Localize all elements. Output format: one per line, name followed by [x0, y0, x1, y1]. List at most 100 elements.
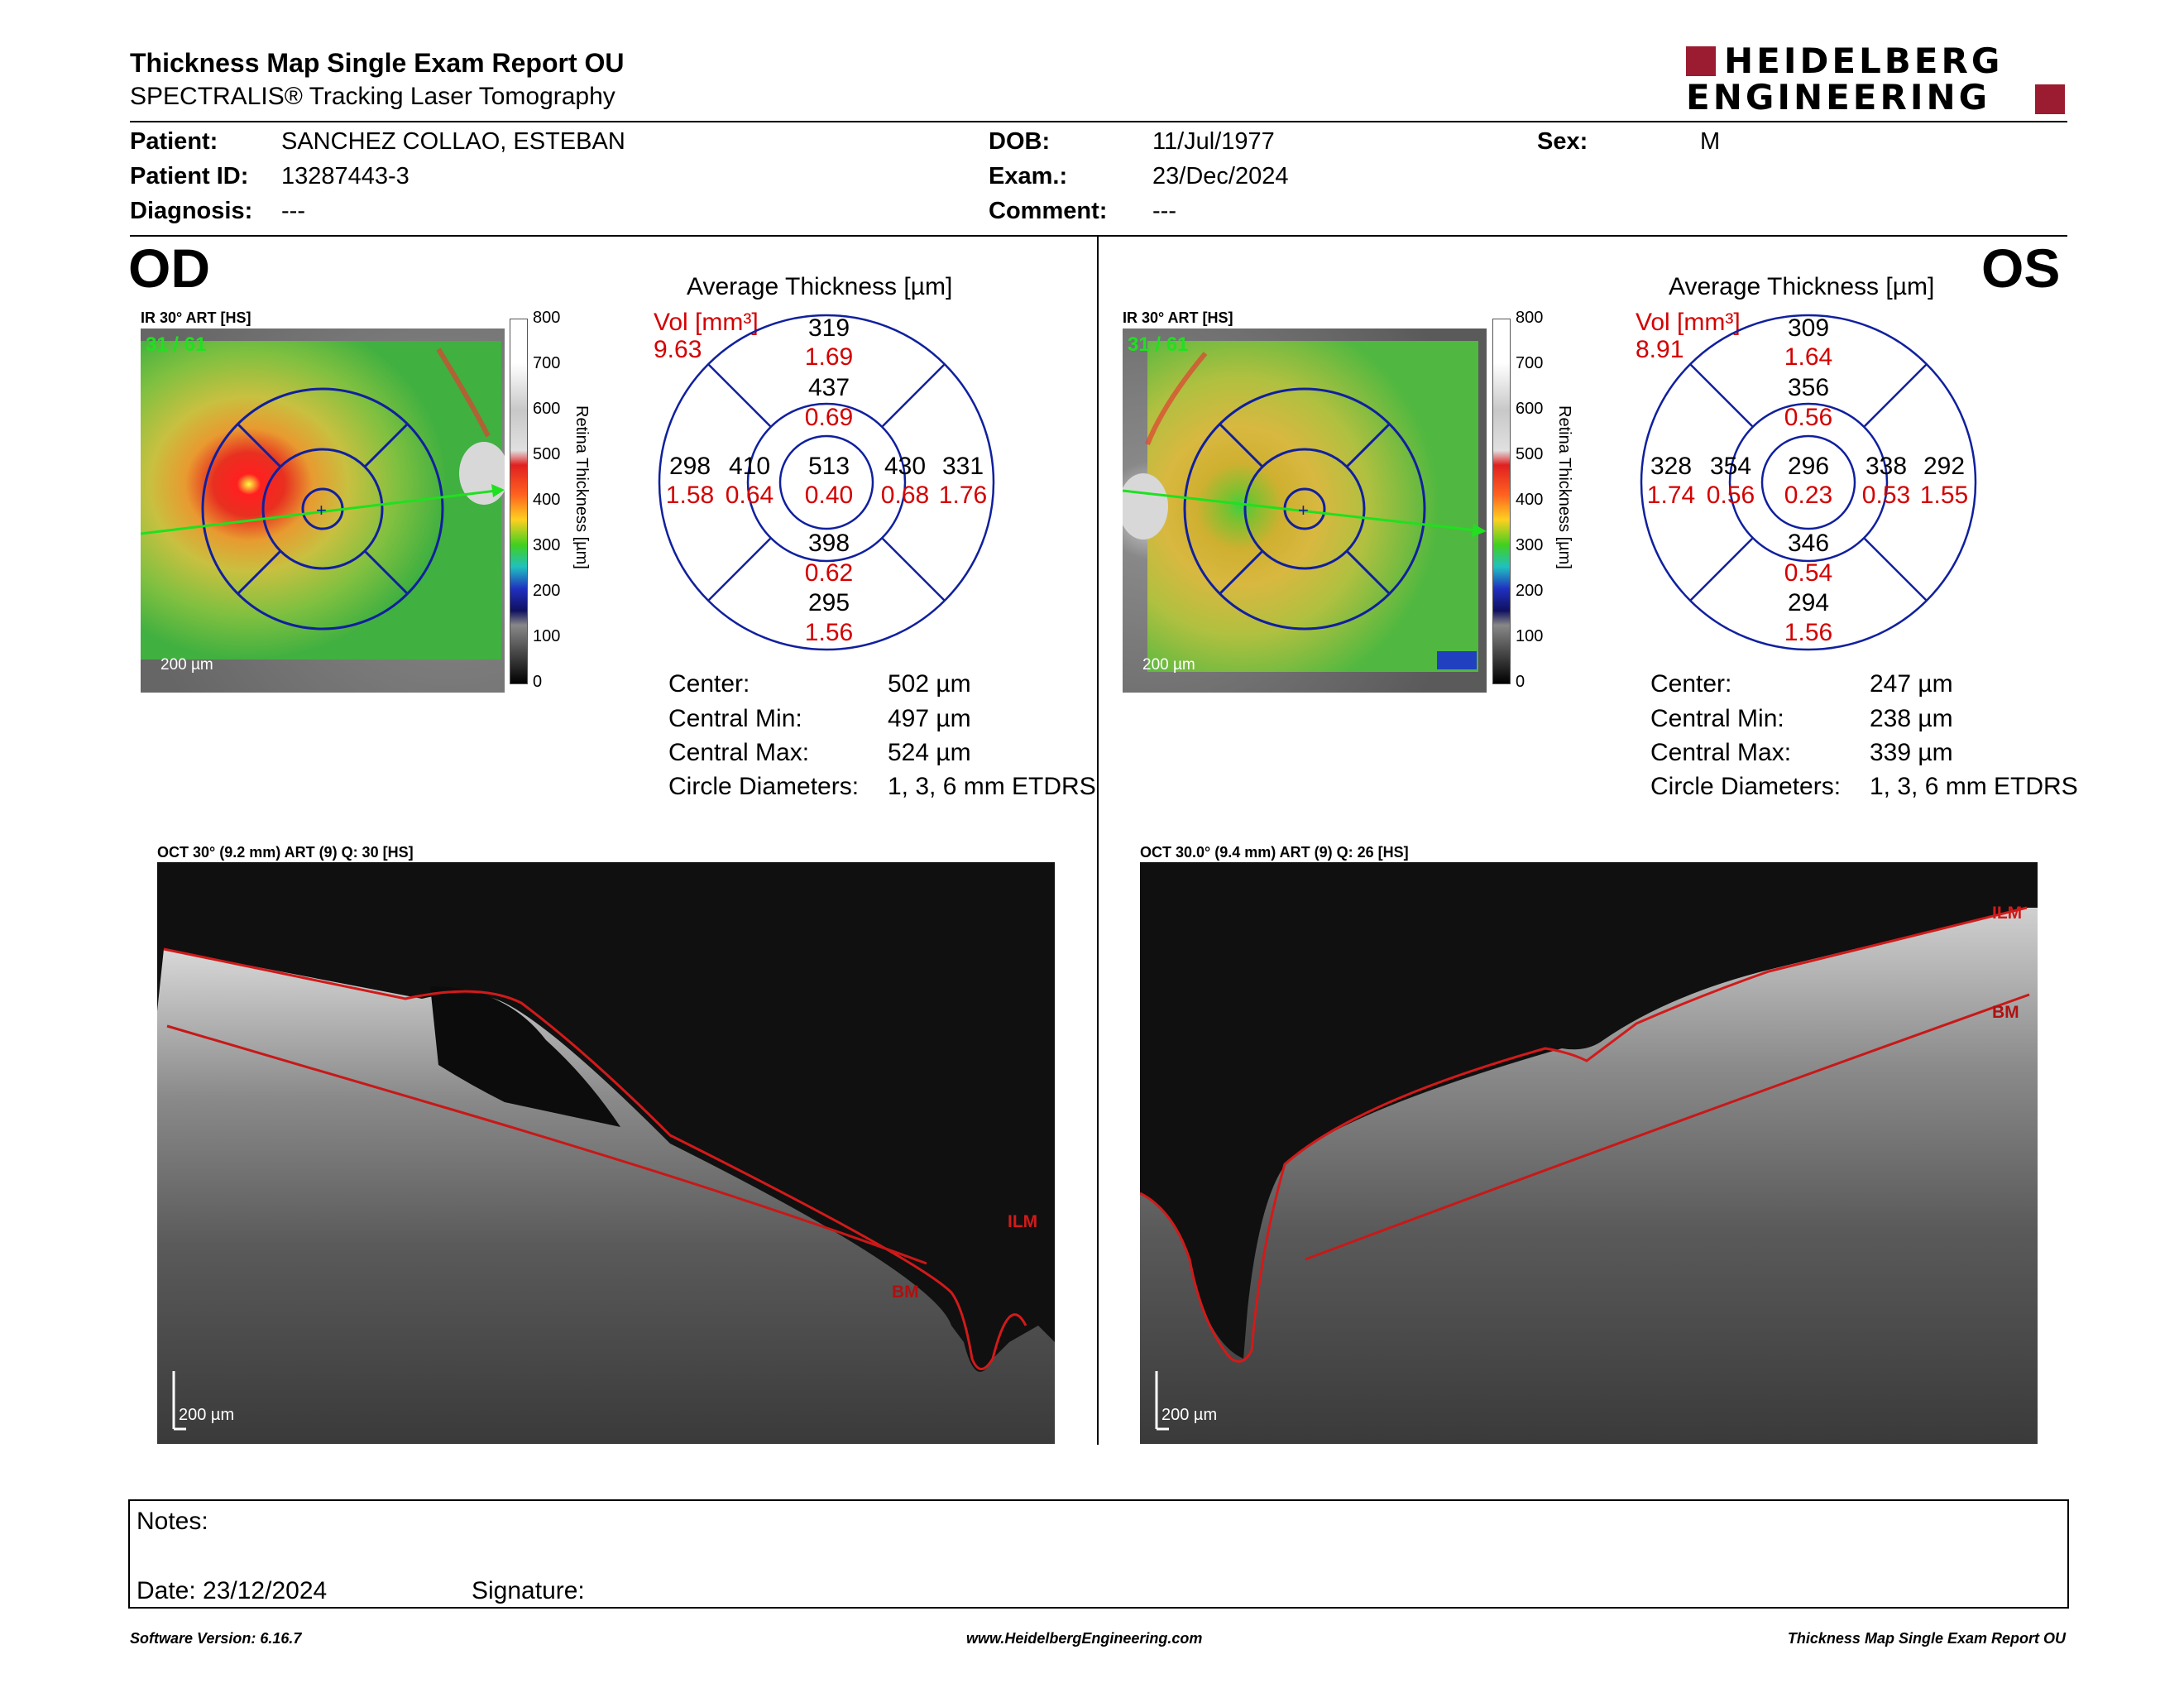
od-cmin-value: 497 µm — [888, 705, 971, 732]
os-oct-caption: OCT 30.0° (9.4 mm) ART (9) Q: 26 [HS] — [1140, 844, 1409, 861]
patient-id-label: Patient ID: — [130, 163, 249, 189]
od-tick-0: 0 — [533, 673, 543, 691]
os-tick-700: 700 — [1516, 354, 1544, 372]
os-oct-scan: 200 µm ILM BM — [1140, 862, 2038, 1444]
od-inner-right-volume: 0.68 — [880, 482, 930, 509]
od-inner-sup-thickness: 437 — [807, 374, 850, 401]
logo-square-top — [1686, 46, 1716, 76]
eye-divider — [1097, 237, 1099, 1445]
os-outer-sup-thickness: 309 — [1787, 314, 1830, 342]
os-tick-600: 600 — [1516, 400, 1544, 418]
od-tick-100: 100 — [533, 627, 561, 645]
os-tick-800: 800 — [1516, 309, 1544, 327]
od-tick-600: 600 — [533, 400, 561, 418]
os-diam-value: 1, 3, 6 mm ETDRS — [1870, 773, 2078, 800]
od-cmax-value: 524 µm — [888, 739, 971, 766]
report-subtitle: SPECTRALIS® Tracking Laser Tomography — [130, 83, 615, 110]
patient-id-value: 13287443-3 — [281, 163, 410, 189]
footer-report-name: Thickness Map Single Exam Report OU — [1787, 1630, 2066, 1647]
od-tick-300: 300 — [533, 536, 561, 554]
od-tick-800: 800 — [533, 309, 561, 327]
od-inner-sup-volume: 0.69 — [804, 404, 854, 431]
os-tick-200: 200 — [1516, 582, 1544, 600]
os-inner-inf-thickness: 346 — [1787, 530, 1830, 557]
os-cmax-label: Central Max: — [1650, 739, 1792, 766]
os-bm-label: BM — [1992, 1003, 2019, 1022]
svg-text:+: + — [316, 500, 327, 520]
od-etdrs-grid — [657, 313, 996, 652]
od-bm-label: BM — [892, 1283, 919, 1302]
od-oct-caption: OCT 30° (9.2 mm) ART (9) Q: 30 [HS] — [157, 844, 414, 861]
od-center-thickness: 513 — [807, 453, 850, 480]
od-map-scale: 200 µm — [160, 656, 213, 674]
os-frame-counter: 31 / 61 — [1128, 333, 1189, 356]
logo-square-bottom — [2035, 84, 2065, 114]
od-vol-value: 9.63 — [654, 336, 702, 363]
os-inner-sup-volume: 0.56 — [1784, 404, 1833, 431]
os-inner-right-thickness: 338 — [1865, 453, 1908, 480]
od-cmax-label: Central Max: — [668, 739, 810, 766]
od-outer-inf-thickness: 295 — [807, 589, 850, 616]
od-inner-left-thickness: 410 — [728, 453, 771, 480]
heidelberg-logo: HEIDELBERG ENGINEERING — [1686, 43, 2067, 117]
od-eye-label: OD — [128, 237, 210, 299]
os-vol-value: 8.91 — [1636, 336, 1684, 363]
od-colorbar: 800 700 600 500 400 300 200 100 0 Retina… — [506, 309, 597, 691]
patient-rule — [130, 235, 2067, 237]
os-diam-label: Circle Diameters: — [1650, 773, 1842, 800]
os-tick-0: 0 — [1516, 673, 1525, 691]
report-title: Thickness Map Single Exam Report OU — [130, 48, 625, 78]
notes-label: Notes: — [136, 1508, 208, 1535]
od-inner-left-volume: 0.64 — [725, 482, 774, 509]
os-oct-scale: 200 µm — [1161, 1406, 1218, 1424]
od-ir-caption: IR 30° ART [HS] — [141, 309, 251, 326]
od-outer-left-thickness: 298 — [668, 453, 711, 480]
os-vol-label: Vol [mm³] — [1636, 309, 1741, 336]
os-colorbar-label: Retina Thickness [µm] — [1555, 405, 1573, 569]
os-ilm-label: ILM — [1992, 904, 2023, 923]
os-center-thickness: 296 — [1787, 453, 1830, 480]
footer-website[interactable]: www.HeidelbergEngineering.com — [966, 1630, 1203, 1647]
od-avg-title: Average Thickness [µm] — [687, 273, 953, 300]
footer-software-version: Software Version: 6.16.7 — [130, 1630, 302, 1647]
os-map-scale: 200 µm — [1142, 656, 1195, 674]
diagnosis-label: Diagnosis: — [130, 198, 253, 224]
os-inner-left-thickness: 354 — [1709, 453, 1752, 480]
od-diam-label: Circle Diameters: — [668, 773, 860, 800]
od-outer-right-volume: 1.76 — [938, 482, 988, 509]
os-outer-right-thickness: 292 — [1923, 453, 1966, 480]
od-oct-scale: 200 µm — [179, 1406, 235, 1424]
sex-value: M — [1700, 128, 1721, 155]
od-cmin-label: Central Min: — [668, 705, 802, 732]
od-oct-scan: 200 µm ILM BM — [157, 862, 1055, 1444]
od-thickness-map: + 31 / 61 200 µm — [140, 328, 509, 693]
comment-value: --- — [1152, 198, 1176, 224]
os-outer-inf-thickness: 294 — [1787, 589, 1830, 616]
diagnosis-value: --- — [281, 198, 305, 224]
os-thickness-map: + 31 / 61 200 µm — [1118, 328, 1487, 693]
dob-value: 11/Jul/1977 — [1152, 128, 1275, 155]
os-inner-right-volume: 0.53 — [1861, 482, 1911, 509]
os-center-value: 247 µm — [1870, 670, 1953, 698]
os-etdrs-grid — [1639, 313, 1978, 652]
od-colorbar-gradient — [510, 319, 528, 684]
od-outer-left-volume: 1.58 — [665, 482, 715, 509]
dob-label: DOB: — [989, 128, 1051, 155]
od-vol-label: Vol [mm³] — [654, 309, 759, 336]
od-inner-inf-volume: 0.62 — [804, 559, 854, 587]
logo-line2: ENGINEERING — [1686, 77, 1991, 117]
od-inner-right-thickness: 430 — [884, 453, 927, 480]
od-diam-value: 1, 3, 6 mm ETDRS — [888, 773, 1096, 800]
os-cmin-value: 238 µm — [1870, 705, 1953, 732]
os-inner-left-volume: 0.56 — [1706, 482, 1755, 509]
os-tick-300: 300 — [1516, 536, 1544, 554]
os-cmin-label: Central Min: — [1650, 705, 1784, 732]
od-outer-inf-volume: 1.56 — [804, 619, 854, 646]
patient-name: SANCHEZ COLLAO, ESTEBAN — [281, 128, 625, 155]
svg-text:+: + — [1298, 500, 1309, 520]
os-cmax-value: 339 µm — [1870, 739, 1953, 766]
notes-box[interactable]: Notes: Date: 23/12/2024 Signature: — [128, 1499, 2069, 1609]
notes-date: Date: 23/12/2024 — [136, 1577, 328, 1604]
os-colorbar-gradient — [1492, 319, 1511, 684]
od-outer-right-thickness: 331 — [941, 453, 984, 480]
